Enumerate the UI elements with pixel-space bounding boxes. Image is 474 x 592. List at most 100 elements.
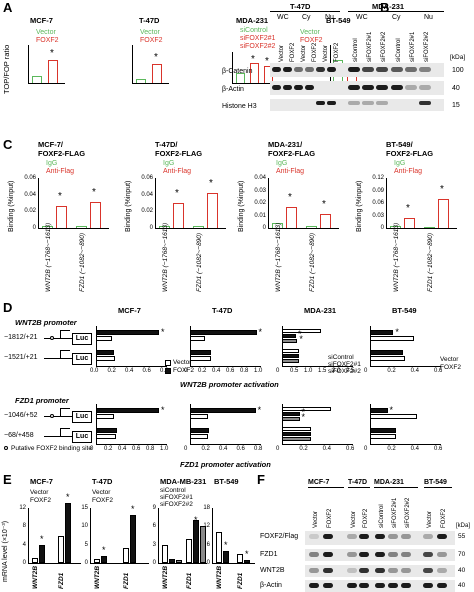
b-band xyxy=(391,85,403,90)
e-ytick: 12 xyxy=(203,523,210,530)
b-band xyxy=(405,85,417,90)
d-tss xyxy=(60,408,61,416)
d-bar-vector xyxy=(190,356,211,361)
d-xtick: 0.2 xyxy=(107,368,116,374)
b-lane: siControl xyxy=(353,38,359,62)
d-xtick: 0.6 xyxy=(142,368,151,374)
b-frac-wc-1: WC xyxy=(277,14,289,21)
b-lane: FOXF2 xyxy=(290,42,296,62)
d-construct-label: −1046/+52 xyxy=(4,412,38,419)
d-xtick: 0.2 xyxy=(104,446,113,452)
d-construct-line xyxy=(44,338,72,339)
e-bar xyxy=(58,535,64,563)
c-bar xyxy=(306,225,317,228)
b-lane: Vector xyxy=(301,44,307,62)
a-title-mda: MDA-231 xyxy=(236,16,269,25)
b-band xyxy=(294,85,303,90)
c-xlabel: FZD1 (−1082~−890) xyxy=(79,232,86,292)
d-wnt-axis: WNT2B promoter activation xyxy=(180,380,279,389)
d-xtick: 0 xyxy=(276,446,280,452)
d-title: T-47D xyxy=(212,306,233,315)
d-axes xyxy=(370,404,441,445)
a-axes-t47d xyxy=(132,45,169,84)
d-xtick: 0.4 xyxy=(212,368,221,374)
d-arrow xyxy=(60,408,70,409)
a-title-mcf7: MCF-7 xyxy=(30,16,53,25)
a-bar-vector xyxy=(136,79,146,83)
b-lane: FOXF2 xyxy=(312,42,318,62)
f-band xyxy=(309,583,319,588)
a-leg-vector-2: Vector xyxy=(140,29,160,36)
f-band xyxy=(423,583,433,588)
d-bar-si xyxy=(282,417,300,421)
e-bar xyxy=(186,538,192,563)
d-construct-line xyxy=(44,358,72,359)
d-xtick: 1.0 xyxy=(254,368,263,374)
b-lane: siFOXF2#2 xyxy=(381,31,387,62)
b-marker-40: 40 xyxy=(452,85,460,92)
d-axes xyxy=(282,326,353,367)
d-leg-si1: siFOXF2#1 xyxy=(328,361,361,368)
d-bar-foxf2 xyxy=(370,330,394,335)
d-xtick: 0.8 xyxy=(240,368,249,374)
b-band xyxy=(419,101,431,105)
d-bar-si xyxy=(282,437,312,441)
d-binding-site: Putative FOXF2 binding site xyxy=(11,445,92,452)
c-bar xyxy=(193,226,204,228)
e-xlabel: WNT2B xyxy=(162,565,169,589)
e-bar xyxy=(94,559,100,563)
b-line-mda xyxy=(348,11,444,12)
d-bar-vector xyxy=(190,414,208,419)
d-leg-icon xyxy=(165,360,171,366)
a-leg-foxf2-2: FOXF2 xyxy=(140,37,163,44)
d-xtick: 0.4 xyxy=(219,446,228,452)
c-ytick: 0.06 xyxy=(24,175,36,181)
f-row: FOXF2/Flag xyxy=(260,533,299,540)
b-row-histone: Histone H3 xyxy=(222,103,257,110)
c-title: T-47D/ xyxy=(155,140,178,149)
d-star: * xyxy=(299,334,303,344)
d-xtick: 1.0 xyxy=(160,446,169,452)
b-t47d: T-47D xyxy=(290,2,311,11)
f-band xyxy=(437,568,447,573)
c-ytick: 0.02 xyxy=(24,208,36,215)
b-band xyxy=(327,101,336,105)
c-leg-antiflag: Anti-Flag xyxy=(163,168,192,175)
d-xtick: 0.4 xyxy=(125,368,134,374)
d-leg-foxf2: FOXF2 xyxy=(173,367,194,374)
a-leg-vector-1: Vector xyxy=(36,29,56,36)
d-bar-si xyxy=(282,432,312,436)
d-xtick: 0.6 xyxy=(132,446,141,452)
d-xtick: 0.8 xyxy=(146,446,155,452)
d-bar-vector xyxy=(96,434,116,439)
b-band xyxy=(283,85,292,90)
d-title: BT-549 xyxy=(392,306,417,315)
e-ytick: 0 xyxy=(22,560,26,566)
d-axes xyxy=(96,404,167,445)
c-ytick: 0.04 xyxy=(254,175,266,181)
f-band xyxy=(437,552,447,557)
d-construct-label: −1521/+21 xyxy=(4,354,38,361)
d-xtick: 0.2 xyxy=(299,446,308,452)
panel-label-a: A xyxy=(3,0,13,15)
d-xtick: 0.6 xyxy=(434,446,443,452)
b-band xyxy=(362,85,374,90)
e-bar xyxy=(101,555,107,563)
c-ytick: 0 xyxy=(149,225,153,231)
f-band xyxy=(423,552,433,557)
d-bar-si xyxy=(282,334,296,338)
b-band xyxy=(362,101,374,105)
b-mda: MDA-231 xyxy=(372,2,405,11)
b-band xyxy=(316,67,325,72)
d-axes xyxy=(190,404,261,445)
e-ytick: 0 xyxy=(206,560,210,566)
d-bar-foxf2 xyxy=(96,350,114,355)
e-leg-si0: siControl xyxy=(160,487,186,494)
d-bar-vector xyxy=(370,336,415,341)
c-bar xyxy=(390,226,401,228)
c-leg-antiflag: Anti-Flag xyxy=(394,168,423,175)
d-bar-si xyxy=(282,354,299,358)
d-bar-foxf2 xyxy=(96,330,159,335)
d-luc-box: Luc xyxy=(72,333,92,345)
c-ylabel: Binding (%input) xyxy=(356,180,363,232)
